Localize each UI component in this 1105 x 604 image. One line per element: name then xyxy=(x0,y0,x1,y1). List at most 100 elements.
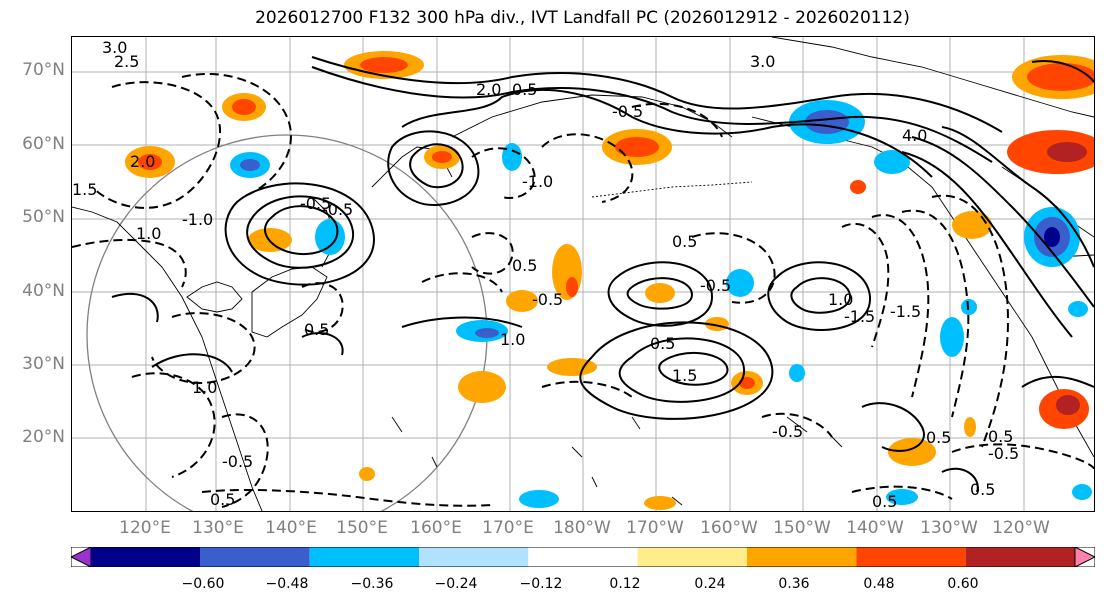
contour-2p0-north xyxy=(401,88,933,178)
colorbar-segment xyxy=(637,547,747,567)
contour-neg-midpac xyxy=(471,232,514,275)
pos-div-3-core xyxy=(138,154,162,170)
colorbar xyxy=(71,547,1095,567)
lat-label-70n: 70°N xyxy=(22,60,65,80)
positive-contours xyxy=(111,56,1094,493)
lon-label-150e: 150°E xyxy=(336,518,388,538)
neg-div-5 xyxy=(874,150,910,174)
colorbar-segment xyxy=(747,547,857,567)
pos-div-5-core xyxy=(432,151,452,163)
neg-div-3 xyxy=(502,143,522,171)
contour-label: 0.5 xyxy=(926,428,951,447)
lat-label-20n: 20°N xyxy=(22,427,65,447)
contour-neg-c xyxy=(691,232,776,304)
colorbar-segment xyxy=(856,547,966,567)
neg-div-11 xyxy=(519,490,559,508)
colorbar-tick-label: −0.24 xyxy=(434,576,478,592)
contour-se xyxy=(1021,375,1094,388)
colorbar-tick-label: 0.24 xyxy=(694,576,726,592)
contour-label: -0.5 xyxy=(222,452,253,471)
lat-label-60n: 60°N xyxy=(22,134,65,154)
neg-div-4-core xyxy=(805,110,849,134)
bering-coast xyxy=(451,94,733,138)
contour-ne xyxy=(1031,60,1094,83)
colorbar-tick-label: 0.60 xyxy=(947,576,979,592)
colorbar-segment xyxy=(200,547,310,567)
neg-div-14 xyxy=(961,299,977,315)
contour-label: -0.5 xyxy=(700,276,731,295)
pos-div-14 xyxy=(547,358,597,376)
contour-label: 3.0 xyxy=(750,52,775,71)
contour-neg-ak xyxy=(631,102,723,138)
map-title: 2026012700 F132 300 hPa div., IVT Landfa… xyxy=(255,8,910,28)
pacific-islands xyxy=(391,416,683,506)
contour-label: 1.0 xyxy=(136,224,161,243)
contour-label: 1.5 xyxy=(672,366,697,385)
lon-label-130e: 130°E xyxy=(192,518,244,538)
lat-label-30n: 30°N xyxy=(22,354,65,374)
lon-label-140e: 140°E xyxy=(265,518,317,538)
contour-label: -0.5 xyxy=(300,194,331,213)
colorbar-tick-label: −0.36 xyxy=(350,576,394,592)
pos-div-9-core xyxy=(566,277,578,297)
contour-neg-bering-2 xyxy=(541,133,634,203)
contour-label: -0.5 xyxy=(988,444,1019,463)
colorbar-segment xyxy=(419,547,529,567)
pos-div-16-core xyxy=(1056,395,1080,415)
contour-label: -1.0 xyxy=(182,210,213,229)
contour-label: -1.5 xyxy=(890,302,921,321)
contour-label: 0.5 xyxy=(872,492,897,511)
lon-label-180w: 180°W xyxy=(553,518,611,538)
colorbar-extend-min xyxy=(71,547,92,567)
lat-label-40n: 40°N xyxy=(22,281,65,301)
contour-label: 2.0 xyxy=(130,152,155,171)
lon-label-130w: 130°W xyxy=(920,518,978,538)
contour-central-2-outer xyxy=(767,261,872,331)
contour-sw-2 xyxy=(111,292,159,323)
contour-labels: 3.0 2.5 2.0 1.0 1.5 0.5 -0.5 -1.0 -1.5 4… xyxy=(72,38,1019,511)
contour-label: 0.5 xyxy=(970,480,995,499)
contour-label: 1.0 xyxy=(192,378,217,397)
contour-3p0-north xyxy=(311,56,1003,133)
colorbar-segment xyxy=(91,547,201,567)
asia-coast xyxy=(72,206,263,511)
contour-asia-low xyxy=(264,205,339,256)
contour-central-1-outer xyxy=(607,261,714,327)
pos-div-20 xyxy=(964,417,976,437)
pos-div-11 xyxy=(645,283,675,303)
contour-label: 3.0 xyxy=(102,38,127,57)
colorbar-tick-label: −0.12 xyxy=(519,576,563,592)
colorbar-segments xyxy=(71,547,1095,567)
contour-neg-w xyxy=(72,238,187,288)
contour-neg-se xyxy=(951,443,1094,470)
contour-neg-nw-2 xyxy=(181,73,292,198)
contour-south-1-outer2 xyxy=(579,321,774,420)
contour-label: -1.0 xyxy=(522,172,553,191)
contour-kamchatka-outer xyxy=(387,130,480,207)
contour-neg-hi xyxy=(761,412,833,438)
lon-label-160e: 160°E xyxy=(410,518,462,538)
contour-label: 1.5 xyxy=(72,180,97,199)
colorbar-extend-max xyxy=(1074,547,1095,567)
lon-label-140w: 140°W xyxy=(846,518,904,538)
contour-midpac xyxy=(401,316,523,328)
lon-label-170e: 170°E xyxy=(482,518,534,538)
contour-label: -0.5 xyxy=(532,290,563,309)
contour-central-2 xyxy=(790,277,851,314)
contour-coast-a xyxy=(911,136,1094,308)
contour-label: 0.5 xyxy=(512,256,537,275)
pos-div-18 xyxy=(644,496,676,510)
contour-central-1 xyxy=(626,277,694,310)
lon-label-120w: 120°W xyxy=(992,518,1050,538)
contour-label: 0.5 xyxy=(988,427,1013,446)
contour-sw-1 xyxy=(151,353,233,373)
negative-contours xyxy=(72,73,1094,508)
contour-label: 0.5 xyxy=(672,232,697,251)
contour-coast-b xyxy=(901,151,1073,338)
neg-div-2 xyxy=(315,219,345,255)
contour-label: -0.5 xyxy=(612,102,643,121)
contour-label: -0.5 xyxy=(322,200,353,219)
contour-neg-ne-1 xyxy=(841,222,890,348)
contour-label: 2.5 xyxy=(114,52,139,71)
contour-label: 4.0 xyxy=(902,126,927,145)
